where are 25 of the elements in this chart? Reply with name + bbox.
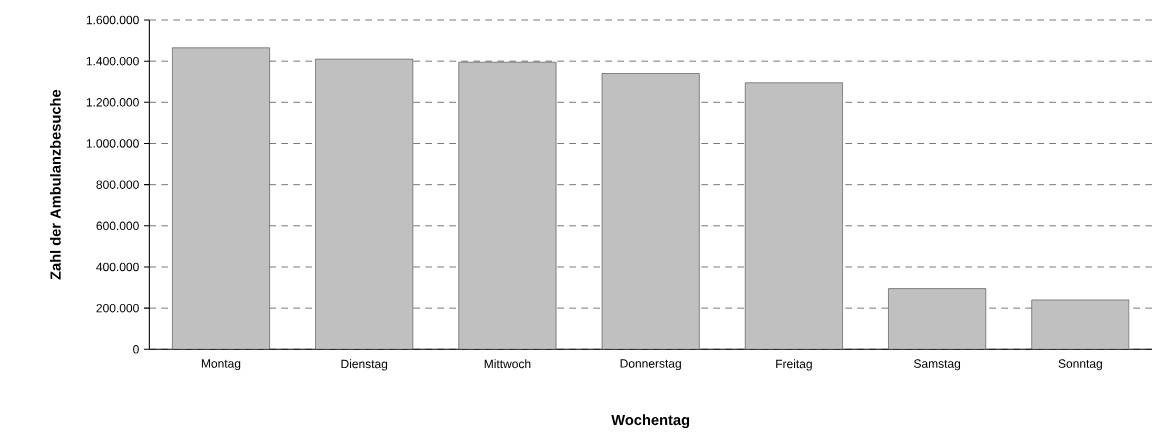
bar — [744, 82, 843, 350]
y-tick-label: 400.000 — [96, 262, 139, 272]
y-tick-label: 1.600.000 — [86, 15, 139, 25]
x-tick-label: Samstag — [914, 359, 961, 371]
bar — [601, 73, 700, 350]
y-tick-label: 1.200.000 — [86, 98, 139, 107]
x-tick-label: Mittwoch — [484, 359, 531, 369]
y-tick-label: 800.000 — [96, 180, 139, 189]
bar — [315, 58, 414, 350]
bar — [172, 47, 270, 350]
x-tick-label: Freitag — [776, 359, 812, 371]
x-tick-label: Dienstag — [341, 359, 388, 371]
x-tick-label: Donnerstag — [620, 359, 681, 371]
bar — [1031, 299, 1130, 350]
x-axis-title: Wochentag — [611, 414, 690, 429]
y-tick-label: 200.000 — [96, 303, 139, 313]
y-tick-label: 1.400.000 — [86, 56, 139, 66]
y-axis-title: Zahl der Ambulanzbesuche — [50, 89, 61, 280]
bar — [888, 288, 987, 350]
y-tick-label: 0 — [133, 345, 139, 354]
x-tick-label: Montag — [201, 359, 241, 371]
y-tick-label: 600.000 — [96, 221, 139, 231]
bar — [458, 61, 557, 350]
x-tick-label: Sonntag — [1058, 359, 1102, 371]
y-tick-label: 1.000.000 — [86, 139, 139, 148]
